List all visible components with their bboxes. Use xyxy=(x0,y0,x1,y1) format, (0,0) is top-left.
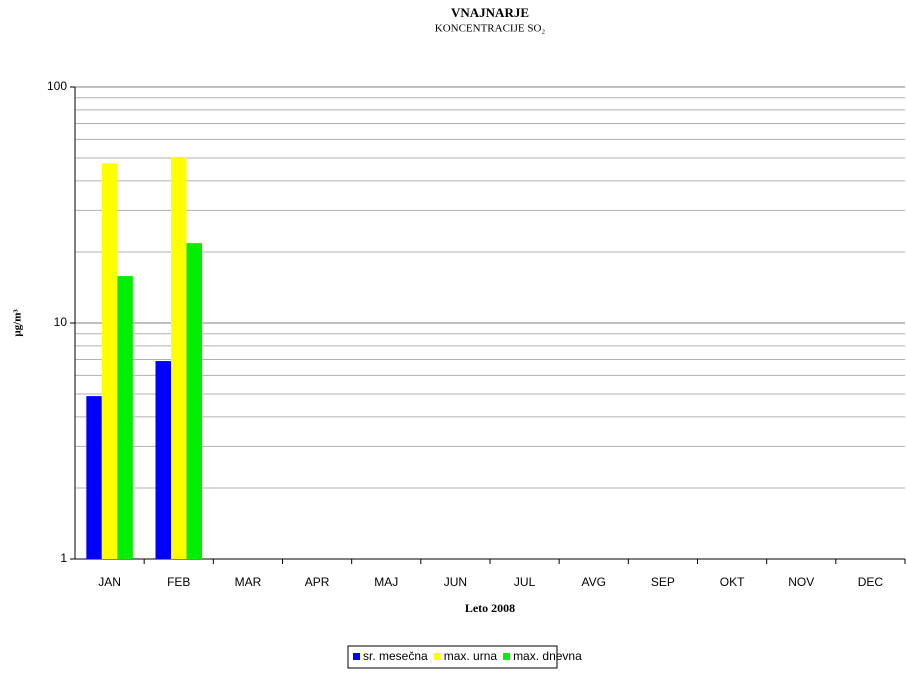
x-tick-label: FEB xyxy=(167,575,190,589)
x-tick-label: NOV xyxy=(788,575,814,589)
legend-box xyxy=(347,645,558,669)
legend-label: sr. mesečna xyxy=(363,649,428,663)
bar xyxy=(155,361,171,559)
bar xyxy=(171,157,187,559)
x-axis-label: Leto 2008 xyxy=(465,601,515,615)
chart-title: VNAJNARJE xyxy=(451,5,529,20)
x-tick-label: OKT xyxy=(720,575,745,589)
legend-label: max. dnevna xyxy=(513,649,582,663)
bar xyxy=(86,396,102,559)
y-tick-label: 10 xyxy=(54,315,68,329)
y-axis-label: µg/m³ xyxy=(12,309,24,337)
x-tick-label: MAR xyxy=(235,575,262,589)
x-tick-label: JAN xyxy=(98,575,121,589)
y-tick-label: 1 xyxy=(60,551,67,565)
x-tick-label: SEP xyxy=(651,575,675,589)
x-tick-label: MAJ xyxy=(374,575,398,589)
legend-label: max. urna xyxy=(444,649,498,663)
x-tick-label: JUN xyxy=(444,575,467,589)
legend-swatch xyxy=(503,653,511,660)
x-tick-label: AVG xyxy=(582,575,606,589)
x-tick-label: DEC xyxy=(858,575,884,589)
y-tick-label: 100 xyxy=(47,79,67,93)
bar xyxy=(101,163,118,560)
bar xyxy=(186,243,202,559)
legend-swatch xyxy=(353,653,360,660)
legend-swatch xyxy=(433,653,441,660)
x-tick-label: APR xyxy=(305,575,330,589)
x-tick-label: JUL xyxy=(514,575,536,589)
chart-subtitle: KONCENTRACIJE SO₂ xyxy=(435,23,546,35)
bar xyxy=(117,276,133,559)
